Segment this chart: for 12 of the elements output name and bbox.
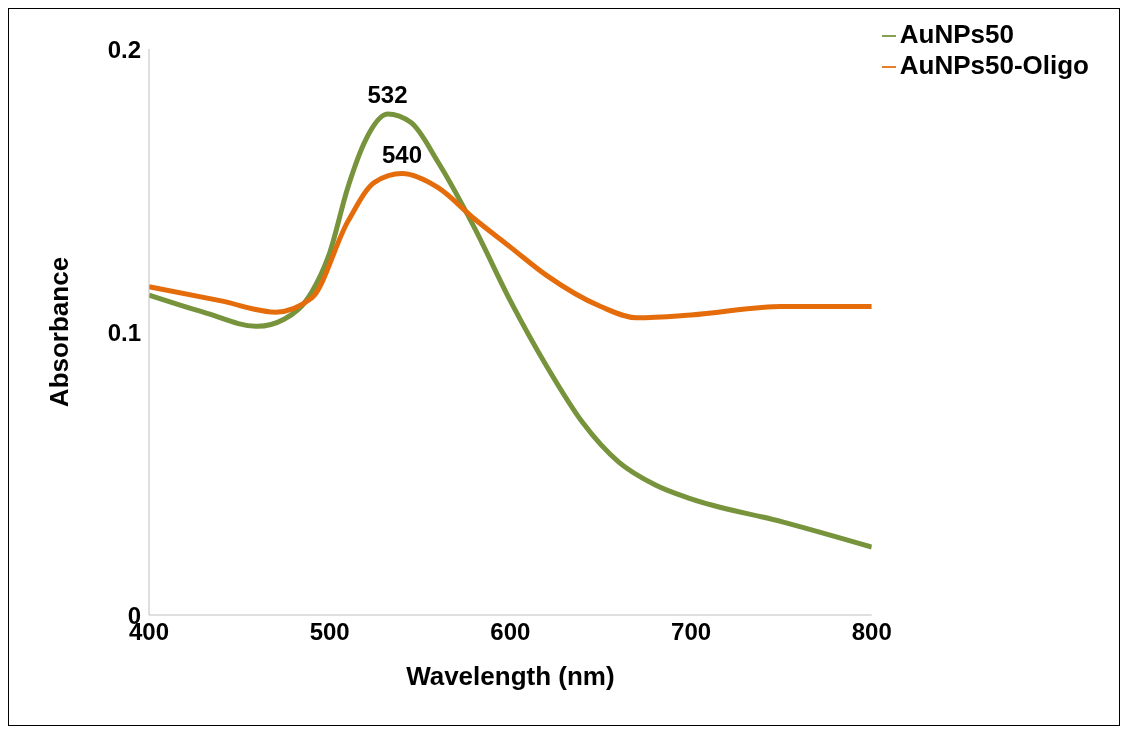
legend-label: AuNPs50 bbox=[899, 19, 1014, 49]
annotation: 540 bbox=[381, 140, 422, 168]
y-axis-title: Absorbance bbox=[44, 256, 75, 408]
y-tick-label: 0.2 bbox=[107, 35, 141, 63]
annotation: 532 bbox=[367, 81, 408, 109]
x-tick-label: 600 bbox=[490, 618, 531, 646]
x-tick-label: 800 bbox=[851, 618, 892, 646]
x-tick-label: 500 bbox=[309, 618, 350, 646]
x-axis-title: Wavelength (nm) bbox=[406, 661, 615, 691]
legend-label: AuNPs50-Oligo bbox=[899, 50, 1089, 80]
x-tick-label: 700 bbox=[671, 618, 712, 646]
y-tick-label: 0.1 bbox=[107, 318, 141, 346]
